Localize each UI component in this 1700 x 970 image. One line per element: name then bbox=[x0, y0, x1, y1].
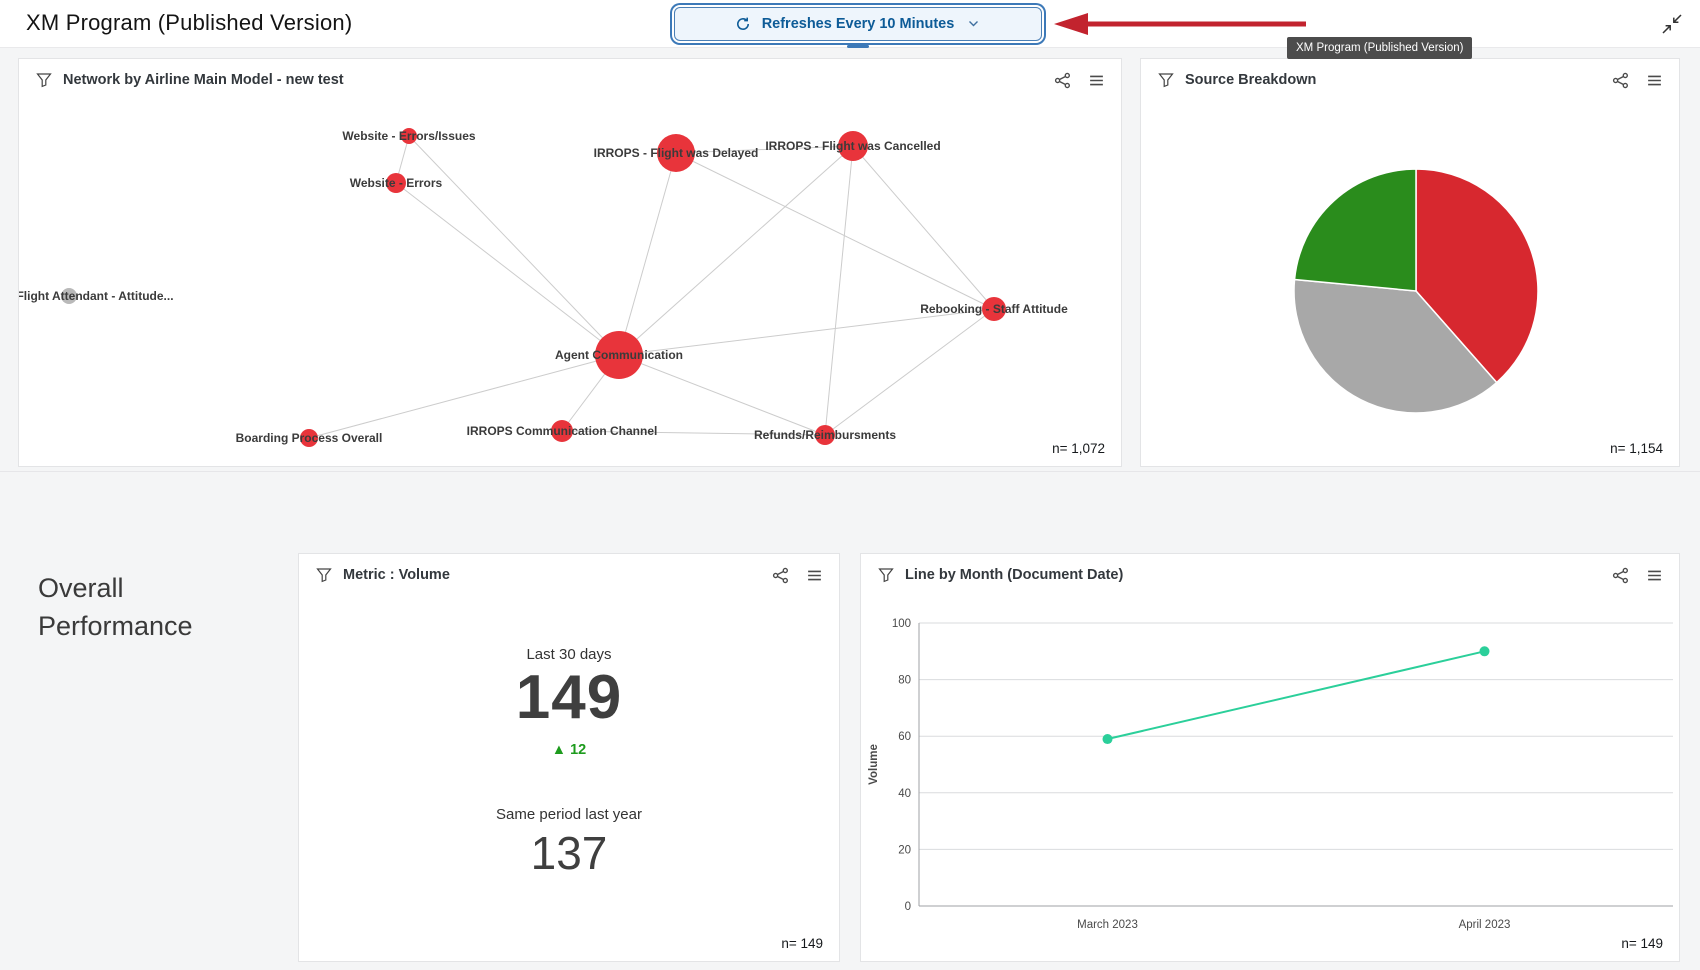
svg-text:0: 0 bbox=[905, 901, 911, 913]
collapse-icon[interactable] bbox=[1660, 12, 1684, 36]
menu-icon[interactable] bbox=[1087, 71, 1105, 89]
metric-comparison-value: 137 bbox=[530, 827, 608, 879]
widget-title: Metric : Volume bbox=[343, 567, 450, 583]
svg-text:Website - Errors/Issues: Website - Errors/Issues bbox=[342, 129, 475, 143]
menu-icon[interactable] bbox=[1645, 566, 1663, 584]
filter-icon[interactable] bbox=[35, 71, 53, 89]
page-title: XM Program (Published Version) bbox=[26, 10, 353, 35]
pie-chart[interactable] bbox=[1141, 59, 1681, 468]
topbar: XM Program (Published Version) Refreshes… bbox=[0, 0, 1700, 48]
svg-text:Agent Communication: Agent Communication bbox=[555, 348, 683, 362]
svg-text:Refunds/Reimbursments: Refunds/Reimbursments bbox=[754, 428, 896, 442]
svg-text:Boarding Process Overall: Boarding Process Overall bbox=[236, 431, 383, 445]
sample-size-label: n= 1,072 bbox=[1052, 441, 1105, 456]
svg-text:March 2023: March 2023 bbox=[1077, 919, 1138, 931]
refresh-icon bbox=[734, 15, 752, 33]
share-icon[interactable] bbox=[771, 566, 789, 584]
annotation-arrow bbox=[1052, 10, 1310, 43]
svg-text:Rebooking - Staff Attitude: Rebooking - Staff Attitude bbox=[920, 302, 1068, 316]
svg-text:100: 100 bbox=[892, 618, 911, 630]
share-icon[interactable] bbox=[1053, 71, 1071, 89]
svg-text:Website - Errors: Website - Errors bbox=[350, 176, 443, 190]
widget-title: Network by Airline Main Model - new test bbox=[63, 72, 344, 88]
tooltip: XM Program (Published Version) bbox=[1287, 37, 1473, 59]
line-chart[interactable]: 0 20 40 60 80 100 March 2023 April 2023 Volume bbox=[861, 554, 1681, 963]
widget-title: Source Breakdown bbox=[1185, 72, 1317, 88]
sample-size-label: n= 149 bbox=[781, 936, 823, 951]
filter-icon[interactable] bbox=[315, 566, 333, 584]
svg-text:April 2023: April 2023 bbox=[1459, 919, 1511, 931]
source-breakdown-widget: Source Breakdown n= 1,154 bbox=[1140, 58, 1680, 467]
metric-volume-widget: Metric : Volume Last 30 days 149 ▲ 12 Sa… bbox=[298, 553, 840, 962]
chevron-down-icon bbox=[964, 15, 982, 33]
svg-text:Flight Attendant - Attitude...: Flight Attendant - Attitude... bbox=[19, 289, 174, 303]
metric-delta: ▲ 12 bbox=[551, 742, 587, 758]
refresh-button-label: Refreshes Every 10 Minutes bbox=[761, 16, 955, 32]
svg-text:20: 20 bbox=[898, 844, 911, 856]
menu-icon[interactable] bbox=[805, 566, 823, 584]
svg-text:Volume: Volume bbox=[868, 744, 880, 785]
metric-period-label: Last 30 days bbox=[526, 646, 612, 663]
svg-text:IRROPS Communication Channel: IRROPS Communication Channel bbox=[467, 424, 658, 438]
svg-text:40: 40 bbox=[898, 788, 911, 800]
line-by-month-widget: Line by Month (Document Date) 0 20 40 60 80 1… bbox=[860, 553, 1680, 962]
line-widget-header: Line by Month (Document Date) bbox=[861, 554, 1679, 596]
svg-text:60: 60 bbox=[898, 731, 911, 743]
filter-icon[interactable] bbox=[877, 566, 895, 584]
svg-text:IRROPS - Flight was Cancelled: IRROPS - Flight was Cancelled bbox=[765, 139, 940, 153]
svg-text:80: 80 bbox=[898, 675, 911, 687]
section-label: Overall Performance bbox=[38, 573, 193, 641]
network-widget-header: Network by Airline Main Model - new test bbox=[19, 59, 1121, 101]
metric-value: 149 bbox=[515, 663, 623, 732]
metric-widget-header: Metric : Volume bbox=[299, 554, 839, 596]
share-icon[interactable] bbox=[1611, 71, 1629, 89]
network-chart[interactable]: Website - Errors/Issues Website - Errors I… bbox=[19, 59, 1123, 468]
section-divider bbox=[0, 471, 1700, 472]
share-icon[interactable] bbox=[1611, 566, 1629, 584]
filter-icon[interactable] bbox=[1157, 71, 1175, 89]
refresh-button[interactable]: Refreshes Every 10 Minutes bbox=[674, 7, 1042, 48]
menu-icon[interactable] bbox=[1645, 71, 1663, 89]
network-widget: Network by Airline Main Model - new test… bbox=[18, 58, 1122, 467]
source-widget-header: Source Breakdown bbox=[1141, 59, 1679, 101]
widget-title: Line by Month (Document Date) bbox=[905, 567, 1124, 583]
sample-size-label: n= 1,154 bbox=[1610, 441, 1663, 456]
svg-text:IRROPS - Flight was Delayed: IRROPS - Flight was Delayed bbox=[594, 146, 759, 160]
metric-comparison-label: Same period last year bbox=[496, 806, 642, 823]
sample-size-label: n= 149 bbox=[1621, 936, 1663, 951]
